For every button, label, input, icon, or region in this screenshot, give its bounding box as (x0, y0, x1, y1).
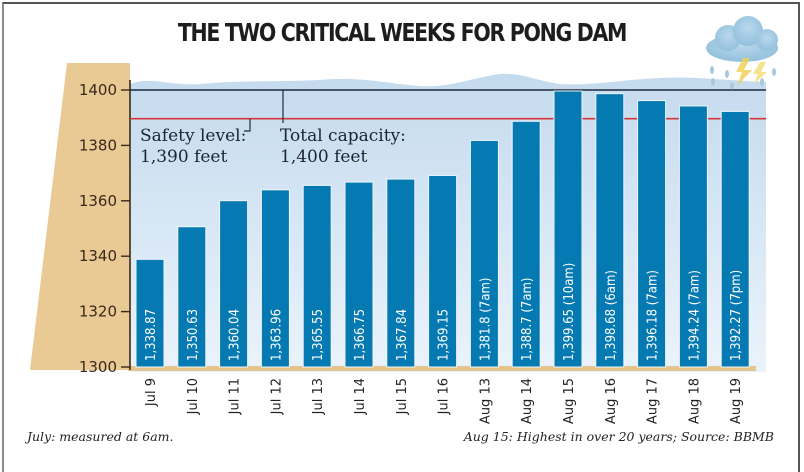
bar-value-label: 1,394.24 (7am) (687, 270, 702, 361)
bar-value-label: 1,350.63 (186, 309, 201, 361)
bar (302, 184, 332, 368)
bar (344, 181, 374, 368)
x-tick-label: Aug 18 (687, 378, 702, 424)
x-tick-label: Aug 13 (478, 378, 493, 424)
x-tick-label: Jul 9 (144, 378, 159, 407)
bar (678, 105, 708, 368)
bar-value-label: 1,398.68 (6am) (604, 270, 619, 361)
y-tick-label: 1300 (79, 358, 117, 376)
x-tick-label: Aug 19 (729, 378, 744, 424)
bar (219, 200, 249, 368)
safety-level-label: Safety level: (140, 126, 246, 146)
bar-value-label: 1,369.15 (437, 309, 452, 361)
dam-shape (30, 63, 130, 370)
x-tick-label: Jul 16 (437, 378, 452, 415)
bar-value-label: 1,363.96 (269, 309, 284, 361)
footnote-right: Aug 15: Highest in over 20 years; Source… (463, 429, 774, 444)
bar (511, 120, 541, 368)
total-capacity-value: 1,400 feet (280, 147, 367, 167)
bar (135, 258, 165, 368)
bar (260, 189, 290, 368)
rain-cloud-icon (706, 16, 778, 90)
bar-value-label: 1,381.8 (7am) (478, 278, 493, 361)
bar-value-label: 1,365.55 (311, 309, 326, 361)
bar (595, 93, 625, 368)
y-tick-label: 1360 (79, 192, 117, 210)
safety-level-value: 1,390 feet (140, 147, 227, 167)
bar-value-label: 1,392.27 (7pm) (729, 270, 744, 361)
y-tick-label: 1400 (79, 81, 117, 99)
bar-value-label: 1,399.65 (10am) (562, 263, 577, 361)
x-tick-label: Aug 14 (520, 378, 535, 424)
y-tick-label: 1320 (79, 303, 117, 321)
x-tick-label: Aug 17 (646, 378, 661, 424)
bar (720, 110, 750, 368)
safety-level-connector (244, 118, 251, 132)
x-tick-label: Jul 11 (228, 378, 243, 415)
bar-value-label: 1,388.7 (7am) (520, 278, 535, 361)
bar-value-label: 1,360.04 (228, 309, 243, 361)
bar (386, 178, 416, 368)
chart-title: THE TWO CRITICAL WEEKS FOR PONG DAM (177, 18, 628, 47)
bar-value-label: 1,367.84 (395, 309, 410, 361)
bar-value-label: 1,366.75 (353, 309, 368, 361)
x-tick-label: Jul 13 (311, 378, 326, 415)
y-tick-label: 1340 (79, 247, 117, 265)
bar-value-label: 1,338.87 (144, 309, 159, 361)
x-tick-label: Aug 16 (604, 378, 619, 424)
x-tick-label: Jul 14 (353, 378, 368, 415)
sand-strip (128, 366, 756, 371)
x-tick-label: Aug 15 (562, 378, 577, 424)
x-tick-label: Jul 10 (186, 378, 201, 415)
footnote-left: July: measured at 6am. (27, 429, 174, 444)
bar (553, 90, 583, 368)
total-capacity-label: Total capacity: (280, 126, 406, 146)
y-tick-label: 1380 (79, 136, 117, 154)
x-tick-label: Jul 12 (269, 378, 284, 415)
bar (428, 174, 458, 368)
bar (469, 139, 499, 368)
bar-value-label: 1,396.18 (7am) (646, 270, 661, 361)
bar (637, 100, 667, 368)
x-tick-label: Jul 15 (395, 378, 410, 415)
bar (177, 226, 207, 368)
